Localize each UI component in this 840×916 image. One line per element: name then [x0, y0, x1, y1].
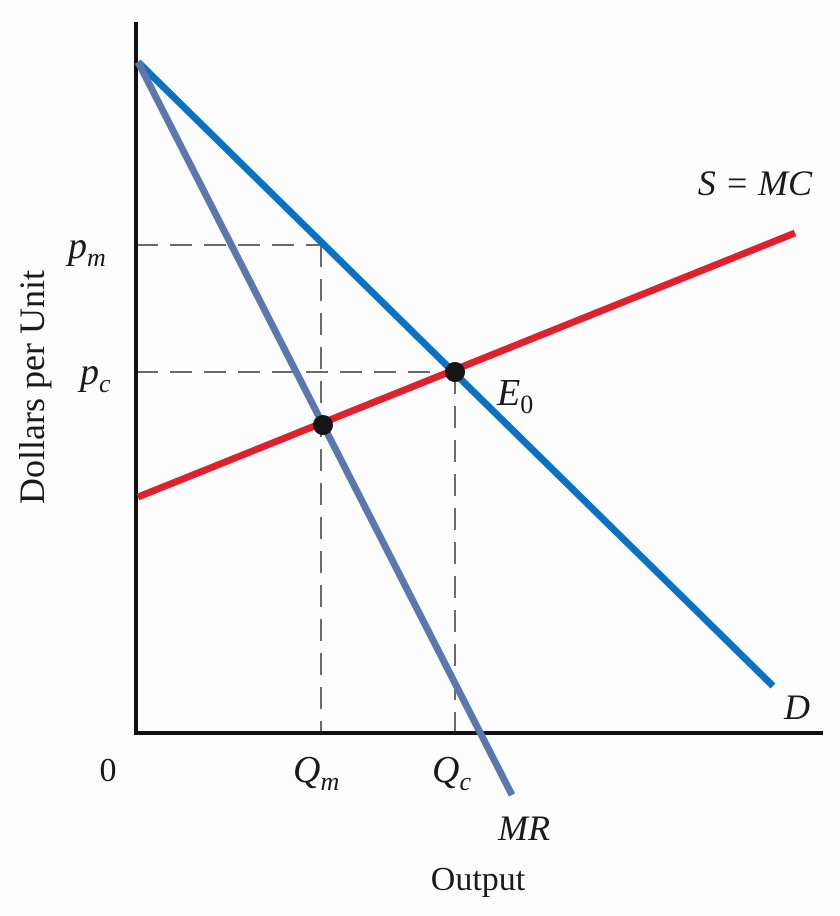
supply-label: S = MC: [698, 163, 813, 203]
qc-label: Qc: [432, 749, 471, 796]
supply-mc-curve: [136, 229, 797, 501]
x-axis-label: Output: [431, 861, 526, 898]
guide-lines: [136, 244, 456, 733]
y-axis-label: Dollars per Unit: [12, 270, 52, 504]
pc-label: pc: [77, 351, 111, 398]
qm-label: Qm: [293, 749, 339, 796]
e0-point: [445, 362, 465, 382]
origin-label: 0: [100, 752, 117, 789]
monopoly-point: [313, 415, 333, 435]
e0-label: E0: [496, 372, 533, 419]
demand-label: D: [783, 687, 810, 727]
mr-label: MR: [497, 808, 550, 848]
pm-label: pm: [65, 225, 106, 272]
